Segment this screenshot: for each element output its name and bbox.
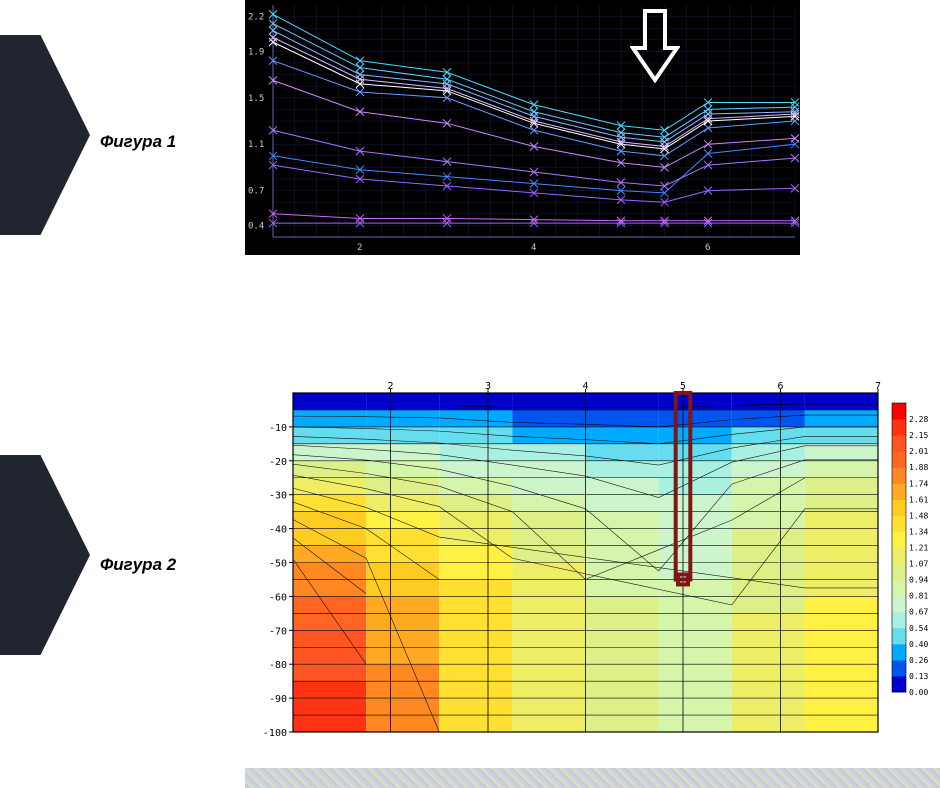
line-chart: 0.4 0.7 1.1 1.5 1.9 2.2 2 4 6	[245, 0, 800, 255]
svg-text:4: 4	[531, 243, 536, 253]
svg-text:1.07: 1.07	[909, 560, 928, 569]
svg-text:0.26: 0.26	[909, 656, 928, 665]
pointer-shape-1	[0, 35, 90, 235]
pointer-shape-2	[0, 455, 90, 655]
svg-text:0.67: 0.67	[909, 608, 928, 617]
svg-text:1.88: 1.88	[909, 463, 928, 472]
svg-text:1.21: 1.21	[909, 544, 928, 553]
svg-text:1.74: 1.74	[909, 479, 928, 488]
svg-text:0.13: 0.13	[909, 672, 928, 681]
svg-text:0.94: 0.94	[909, 576, 928, 585]
svg-text:1.5: 1.5	[248, 94, 264, 104]
svg-text:-80: -80	[269, 660, 287, 671]
svg-text:-60: -60	[269, 592, 287, 603]
svg-text:-70: -70	[269, 626, 287, 637]
svg-text:2.2: 2.2	[248, 13, 264, 23]
noise-strip	[245, 768, 940, 788]
svg-text:1.48: 1.48	[909, 511, 928, 520]
svg-text:-50: -50	[269, 559, 287, 570]
svg-text:-30: -30	[269, 491, 287, 502]
svg-text:-90: -90	[269, 694, 287, 705]
figure-2-label: Фигура 2	[100, 555, 176, 575]
svg-text:0.4: 0.4	[248, 221, 264, 231]
svg-text:1.9: 1.9	[248, 47, 264, 57]
svg-text:2.15: 2.15	[909, 431, 928, 440]
svg-text:2: 2	[357, 243, 362, 253]
svg-text:1.1: 1.1	[248, 140, 264, 150]
svg-text:1.34: 1.34	[909, 527, 928, 536]
svg-text:0.7: 0.7	[248, 187, 264, 197]
svg-text:0.40: 0.40	[909, 640, 928, 649]
svg-text:-100: -100	[263, 728, 287, 739]
svg-text:-10: -10	[269, 423, 287, 434]
figure-1-label: Фигура 1	[100, 132, 176, 152]
svg-text:0.00: 0.00	[909, 688, 928, 697]
svg-text:2.28: 2.28	[909, 415, 928, 424]
svg-text:1.61: 1.61	[909, 495, 928, 504]
svg-text:-20: -20	[269, 457, 287, 468]
svg-text:6: 6	[705, 243, 710, 253]
svg-text:-40: -40	[269, 525, 287, 536]
svg-text:2.01: 2.01	[909, 447, 928, 456]
svg-text:0.81: 0.81	[909, 592, 928, 601]
svg-text:0.54: 0.54	[909, 624, 928, 633]
heatmap-chart: 234567-10-20-30-40-50-60-70-80-90-1000.0…	[245, 375, 940, 740]
down-arrow-annotation	[630, 8, 680, 83]
